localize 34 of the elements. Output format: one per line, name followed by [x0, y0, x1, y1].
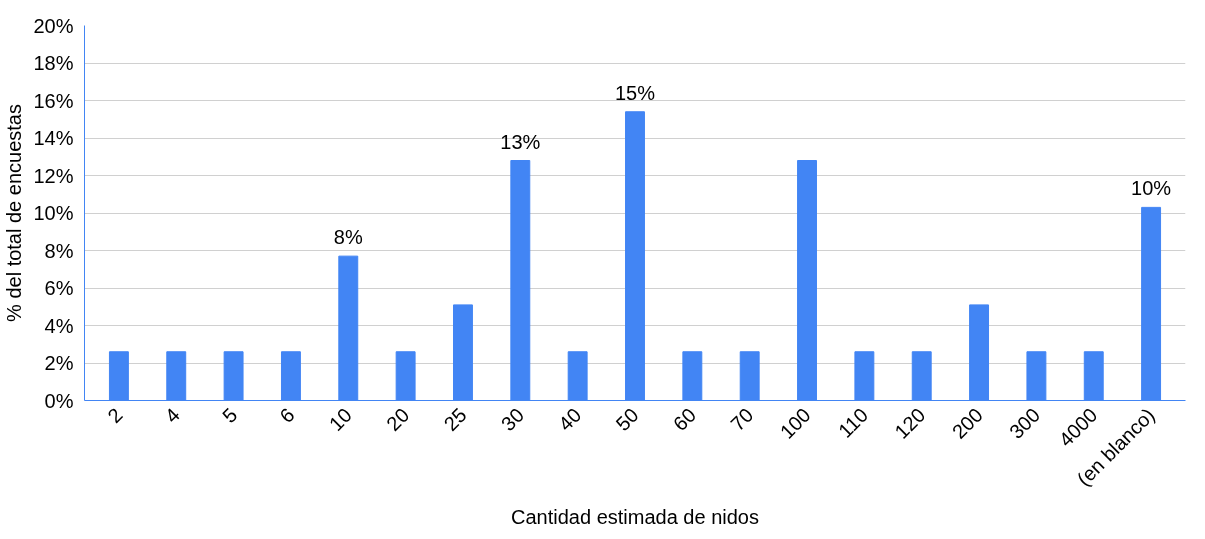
x-tick-label: 20	[382, 403, 414, 436]
y-tick-label: 6%	[44, 277, 74, 299]
data-label: 15%	[614, 81, 656, 104]
y-tick-label: 18%	[33, 52, 74, 74]
x-tick-label: 5	[217, 403, 242, 428]
y-tick-label: 2%	[44, 352, 74, 374]
y-tick-label: 20%	[33, 14, 74, 37]
x-tick-label: 6	[275, 403, 299, 428]
x-tick-label: 2	[103, 403, 127, 428]
y-tick-label: 10%	[33, 202, 74, 224]
x-tick-label: 100	[775, 403, 815, 443]
data-label: 13%	[500, 130, 541, 153]
x-tick-label: 40	[554, 403, 586, 436]
y-tick-label: 4%	[44, 314, 74, 337]
x-tick-label: 70	[726, 403, 758, 436]
x-tick-label: 120	[890, 403, 930, 443]
data-label: 8%	[333, 226, 363, 249]
x-tick-label: 300	[1005, 403, 1045, 443]
x-tick-label: 4	[160, 403, 185, 428]
x-tick-label: 200	[947, 403, 987, 443]
y-tick-label: 14%	[33, 127, 74, 149]
y-tick-label: 16%	[33, 89, 74, 112]
y-tick-label: 8%	[44, 239, 74, 262]
x-tick-label: 30	[496, 403, 529, 436]
y-tick-label: 0%	[44, 389, 74, 412]
x-tick-label: 110	[834, 403, 873, 442]
x-tick-label: 50	[611, 403, 643, 436]
x-tick-label: 10	[324, 403, 357, 436]
x-tick-label: 25	[439, 403, 471, 436]
data-label: 10%	[1131, 177, 1172, 200]
x-axis-title: Cantidad estimada de nidos	[511, 505, 759, 528]
y-axis-title: % del total de encuestas	[3, 104, 26, 322]
y-tick-label: 12%	[33, 164, 74, 187]
x-tick-label: 60	[668, 403, 701, 436]
